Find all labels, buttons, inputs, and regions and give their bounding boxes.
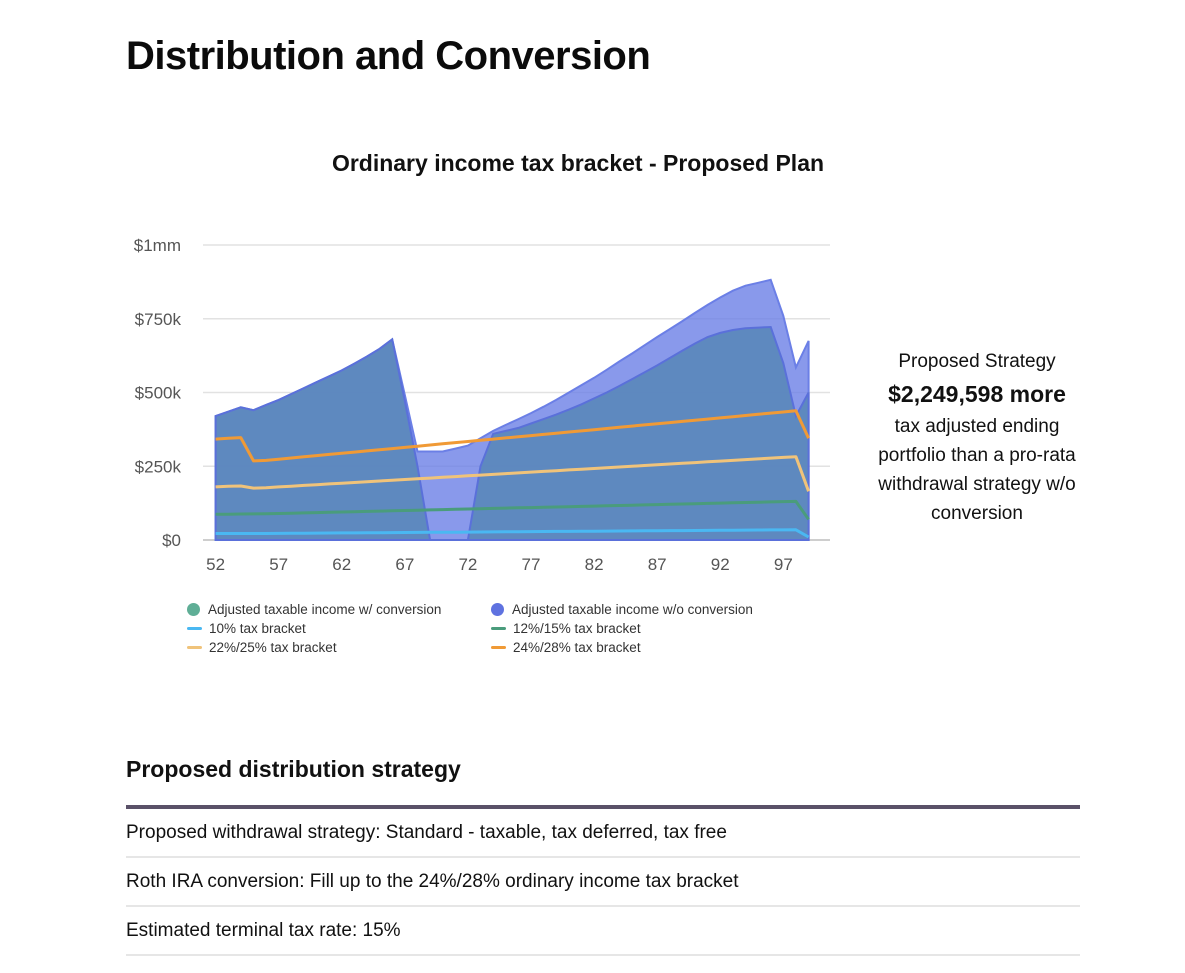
chart-areas: [214, 278, 810, 541]
x-tick-label: 82: [585, 555, 604, 574]
y-tick-label: $0: [162, 531, 181, 550]
legend-swatch: [491, 645, 506, 649]
section-title: Proposed distribution strategy: [126, 756, 461, 782]
legend-label: 24%/28% tax bracket: [513, 639, 641, 655]
legend-label: 12%/15% tax bracket: [513, 620, 641, 636]
x-tick-label: 72: [458, 555, 477, 574]
legend-label: Adjusted taxable income w/ conversion: [208, 601, 442, 617]
income-tax-bracket-chart: $0 $250k $500k $750k $1mm 52 57 62 67 72 77 82 87 92 9…: [134, 236, 830, 574]
x-tick-label: 92: [711, 555, 730, 574]
x-tick-label: 52: [206, 555, 225, 574]
callout-amount: $2,249,598 more: [888, 381, 1066, 407]
strategy-row-withdrawal: Proposed withdrawal strategy: Standard -…: [126, 809, 1080, 858]
legend-item-22-25-bracket: 22%/25% tax bracket: [187, 638, 491, 656]
x-tick-label: 87: [648, 555, 667, 574]
legend-item-10-bracket: 10% tax bracket: [187, 619, 491, 637]
legend-swatch: [187, 645, 202, 649]
y-tick-label: $250k: [135, 457, 182, 476]
area-with-conversion-overlay: [214, 325, 810, 541]
page-title: Distribution and Conversion: [126, 34, 651, 78]
legend-item-with-conversion: Adjusted taxable income w/ conversion: [187, 600, 491, 618]
legend-item-24-28-bracket: 24%/28% tax bracket: [491, 638, 811, 656]
section-divider: [126, 805, 1080, 809]
x-tick-label: 62: [332, 555, 351, 574]
strategy-row-roth-conversion: Roth IRA conversion: Fill up to the 24%/…: [126, 858, 1080, 907]
legend-swatch: [491, 626, 506, 630]
strategy-callout: Proposed Strategy $2,249,598 more tax ad…: [870, 348, 1084, 528]
legend-swatch: [187, 626, 202, 630]
x-tick-label: 57: [269, 555, 288, 574]
chart-bracket-lines: [215, 409, 811, 539]
y-tick-label: $1mm: [134, 236, 181, 255]
legend-label: Adjusted taxable income w/o conversion: [512, 601, 753, 617]
line-12-15-tax-bracket: [215, 499, 810, 521]
callout-description: tax adjusted ending portfolio than a pro…: [878, 416, 1076, 524]
line-24-28-tax-bracket: [215, 409, 810, 463]
line-22-25-tax-bracket: [215, 455, 811, 492]
chart-axis-labels: $0 $250k $500k $750k $1mm 52 57 62 67 72 77 82 87 92 9…: [134, 236, 793, 574]
legend-label: 22%/25% tax bracket: [209, 639, 337, 655]
legend-item-12-15-bracket: 12%/15% tax bracket: [491, 619, 811, 637]
x-tick-label: 77: [522, 555, 541, 574]
callout-heading: Proposed Strategy: [898, 351, 1056, 372]
legend-item-without-conversion: Adjusted taxable income w/o conversion: [491, 600, 811, 618]
legend-swatch: [491, 602, 504, 616]
y-tick-label: $500k: [135, 384, 182, 403]
strategy-list: Proposed withdrawal strategy: Standard -…: [126, 809, 1080, 956]
x-tick-label: 97: [774, 555, 793, 574]
x-tick-label: 67: [395, 555, 414, 574]
line-10-tax-bracket: [215, 528, 810, 539]
legend-swatch: [187, 602, 200, 616]
legend-label: 10% tax bracket: [209, 620, 306, 636]
chart-legend: Adjusted taxable income w/ conversion Ad…: [187, 600, 827, 656]
y-tick-label: $750k: [135, 310, 182, 329]
chart-title: Ordinary income tax bracket - Proposed P…: [331, 150, 825, 176]
strategy-row-terminal-tax-rate: Estimated terminal tax rate: 15%: [126, 907, 1080, 956]
